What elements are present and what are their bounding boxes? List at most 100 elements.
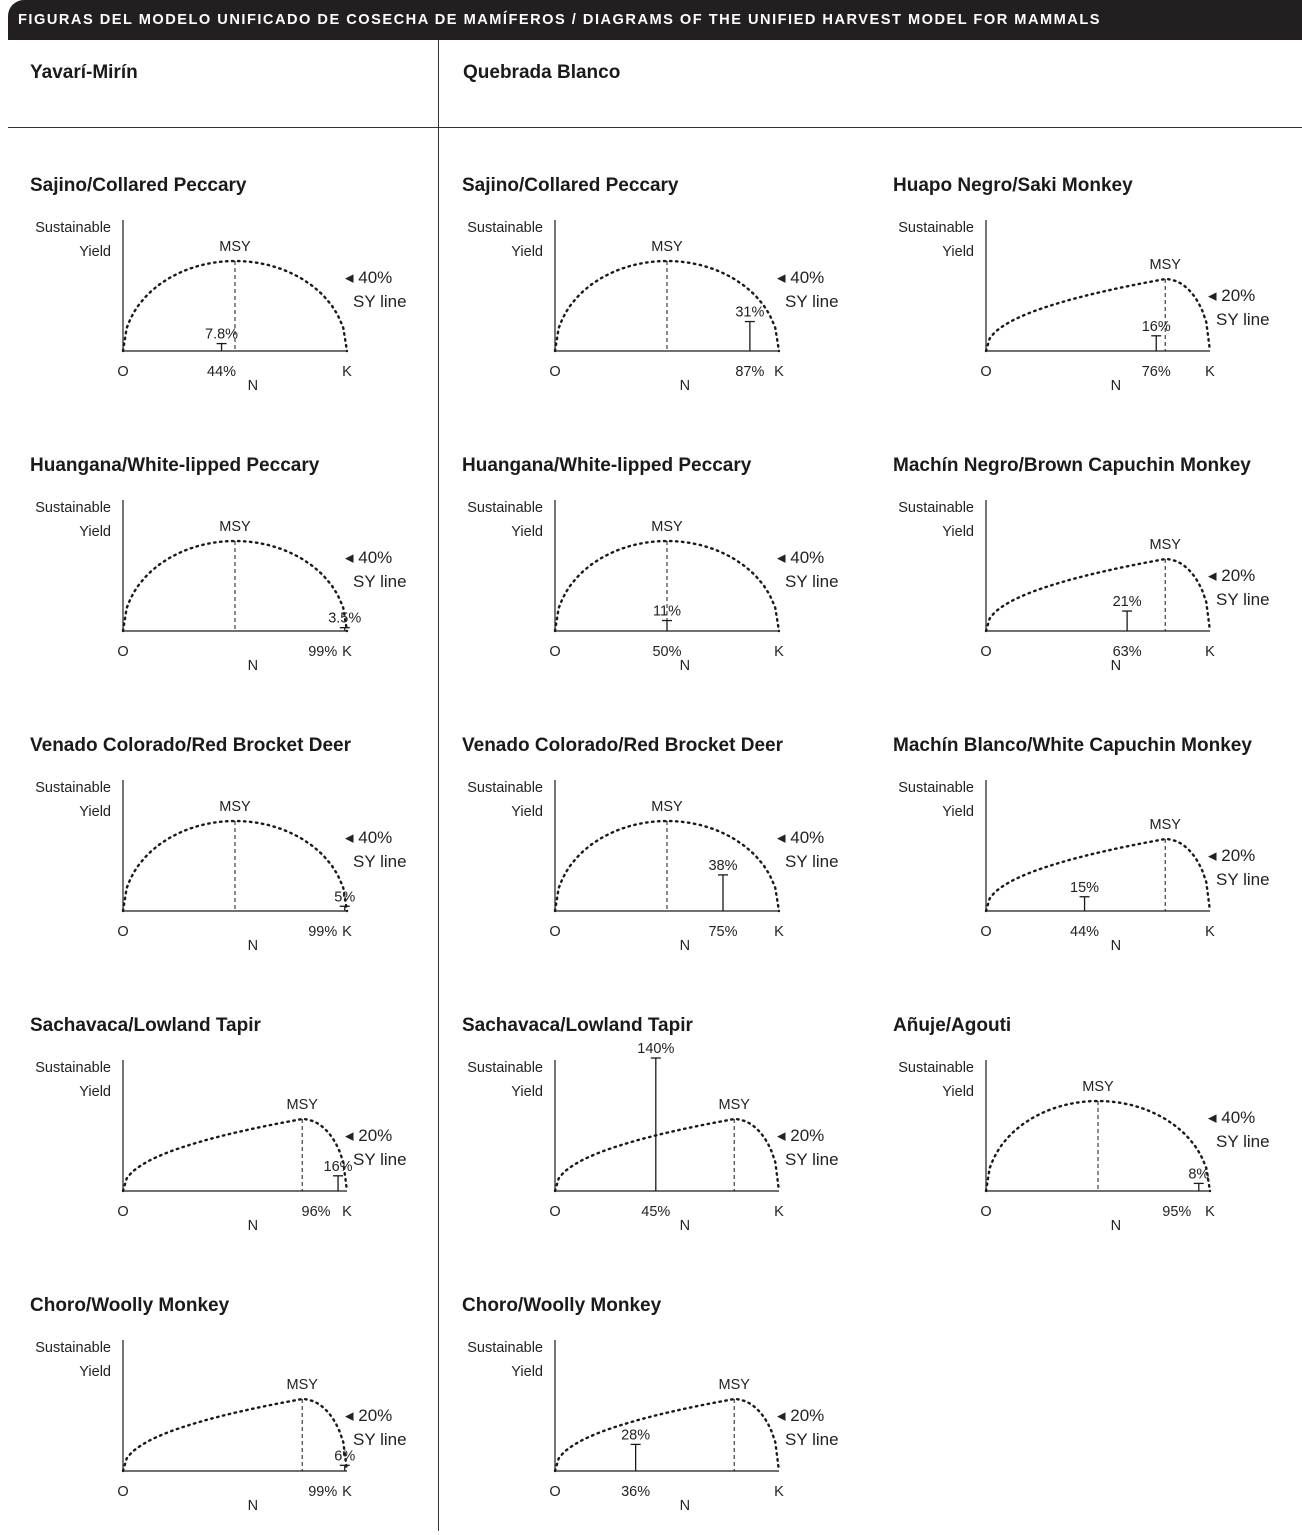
diagram-panel: Huangana/White-lipped Peccary Sustainable… <box>30 455 450 695</box>
diagram-panel: Huapo Negro/Saki Monkey Sustainable Yield O… <box>893 175 1302 415</box>
origin-label: O <box>117 924 128 940</box>
diagram-panel: Huangana/White-lipped Peccary Sustainable… <box>462 455 882 695</box>
sy-percent-label: ◂ 20% <box>1208 846 1255 865</box>
yield-curve-diagram: Sustainable Yield O N K MSY ◂ 20% SY line 140% 45… <box>467 1041 838 1234</box>
k-label: K <box>1205 1204 1215 1220</box>
diagram-panel: Sajino/Collared Peccary Sustainable Yield O… <box>30 175 450 415</box>
harvest-value-label: 16% <box>324 1159 353 1175</box>
harvest-value-label: 38% <box>708 858 737 874</box>
panel-title: Añuje/Agouti <box>893 1015 1012 1036</box>
msy-label: MSY <box>1082 1079 1114 1095</box>
x-axis-label: N <box>1111 938 1121 954</box>
msy-label: MSY <box>651 799 683 815</box>
x-axis-label: N <box>1111 658 1121 674</box>
y-axis-label: Yield <box>79 1364 111 1380</box>
sy-percent-label: ◂ 20% <box>345 1126 392 1145</box>
k-label: K <box>342 1484 352 1500</box>
panel-title: Sachavaca/Lowland Tapir <box>30 1015 261 1036</box>
y-axis-label: Sustainable <box>35 1340 111 1356</box>
origin-label: O <box>980 644 991 660</box>
origin-label: O <box>117 1204 128 1220</box>
sy-line-label: SY line <box>353 1430 407 1449</box>
harvest-position-label: 45% <box>641 1204 670 1220</box>
y-axis-label: Sustainable <box>467 220 543 236</box>
sy-line-label: SY line <box>353 572 407 591</box>
diagram-panel: Sajino/Collared Peccary Sustainable Yield O… <box>462 175 882 415</box>
y-axis-label: Yield <box>79 804 111 820</box>
x-axis-label: N <box>680 378 690 394</box>
harvest-position-label: 76% <box>1142 364 1171 380</box>
k-label: K <box>1205 924 1215 940</box>
sustainable-yield-curve <box>121 539 349 633</box>
harvest-value-label: 6% <box>334 1448 355 1464</box>
y-axis-label: Sustainable <box>35 1060 111 1076</box>
origin-label: O <box>980 364 991 380</box>
harvest-value-label: 3.5% <box>328 611 361 627</box>
panel-title: Choro/Woolly Monkey <box>30 1295 230 1316</box>
k-label: K <box>342 1204 352 1220</box>
harvest-value-label: 11% <box>653 604 681 620</box>
harvest-value-label: 28% <box>621 1427 650 1443</box>
sustainable-yield-curve <box>553 1117 781 1193</box>
harvest-value-label: 5% <box>334 889 355 905</box>
harvest-position-label: 50% <box>652 644 681 660</box>
origin-label: O <box>117 644 128 660</box>
sy-percent-label: ◂ 40% <box>777 268 824 287</box>
sy-percent-label: ◂ 40% <box>345 828 392 847</box>
harvest-position-label: 44% <box>207 364 236 380</box>
sustainable-yield-curve <box>553 1397 781 1473</box>
msy-label: MSY <box>718 1097 750 1113</box>
y-axis-label: Yield <box>511 244 543 260</box>
yield-curve-diagram: Sustainable Yield O N K MSY ◂ 40% SY line 11% 50% <box>467 500 839 674</box>
yield-curve-diagram: Sustainable Yield O N K MSY ◂ 40% SY line 5% 99% <box>35 780 407 954</box>
y-axis-label: Sustainable <box>898 780 974 796</box>
harvest-value-label: 140% <box>637 1041 674 1057</box>
yield-curve-diagram: Sustainable Yield O N K MSY ◂ 20% SY line 21% 63% <box>898 500 1270 674</box>
sy-percent-label: ◂ 40% <box>345 268 392 287</box>
panel-title: Venado Colorado/Red Brocket Deer <box>30 735 351 756</box>
diagram-panel: Machín Negro/Brown Capuchin Monkey Sustai… <box>893 455 1302 695</box>
x-axis-label: N <box>248 1498 258 1514</box>
y-axis-label: Sustainable <box>898 220 974 236</box>
sy-line-label: SY line <box>1216 590 1270 609</box>
sy-line-label: SY line <box>785 572 839 591</box>
sustainable-yield-curve <box>121 259 349 353</box>
k-label: K <box>342 364 352 380</box>
panel-title: Sajino/Collared Peccary <box>30 175 247 196</box>
panel-title: Huangana/White-lipped Peccary <box>462 455 752 476</box>
diagram-panel: Choro/Woolly Monkey Sustainable Yield O N K MS… <box>462 1295 882 1535</box>
msy-label: MSY <box>1149 257 1181 273</box>
msy-label: MSY <box>651 519 683 535</box>
x-axis-label: N <box>248 658 258 674</box>
panel-title: Huangana/White-lipped Peccary <box>30 455 320 476</box>
k-label: K <box>774 644 784 660</box>
y-axis-label: Yield <box>942 1084 974 1100</box>
k-label: K <box>774 1204 784 1220</box>
sy-percent-label: ◂ 20% <box>345 1406 392 1425</box>
sy-line-label: SY line <box>1216 310 1270 329</box>
y-axis-label: Sustainable <box>35 780 111 796</box>
sy-percent-label: ◂ 40% <box>777 828 824 847</box>
header-divider <box>8 127 1302 128</box>
sy-line-label: SY line <box>1216 870 1270 889</box>
sustainable-yield-curve <box>121 819 349 913</box>
panel-title: Venado Colorado/Red Brocket Deer <box>462 735 783 756</box>
harvest-position-label: 87% <box>735 364 764 380</box>
x-axis-label: N <box>680 938 690 954</box>
sy-percent-label: ◂ 40% <box>345 548 392 567</box>
x-axis-label: N <box>680 1498 690 1514</box>
yield-curve-diagram: Sustainable Yield O N K MSY ◂ 20% SY line 15% 44% <box>898 780 1270 954</box>
sy-line-label: SY line <box>785 292 839 311</box>
sy-percent-label: ◂ 20% <box>777 1406 824 1425</box>
y-axis-label: Sustainable <box>467 500 543 516</box>
sy-line-label: SY line <box>785 852 839 871</box>
k-label: K <box>342 644 352 660</box>
origin-label: O <box>980 1204 991 1220</box>
diagram-panel: Sachavaca/Lowland Tapir Sustainable Yield O… <box>30 1015 450 1255</box>
y-axis-label: Yield <box>942 244 974 260</box>
y-axis-label: Yield <box>79 1084 111 1100</box>
origin-label: O <box>549 644 560 660</box>
y-axis-label: Yield <box>511 524 543 540</box>
sy-percent-label: ◂ 40% <box>1208 1108 1255 1127</box>
origin-label: O <box>549 1204 560 1220</box>
